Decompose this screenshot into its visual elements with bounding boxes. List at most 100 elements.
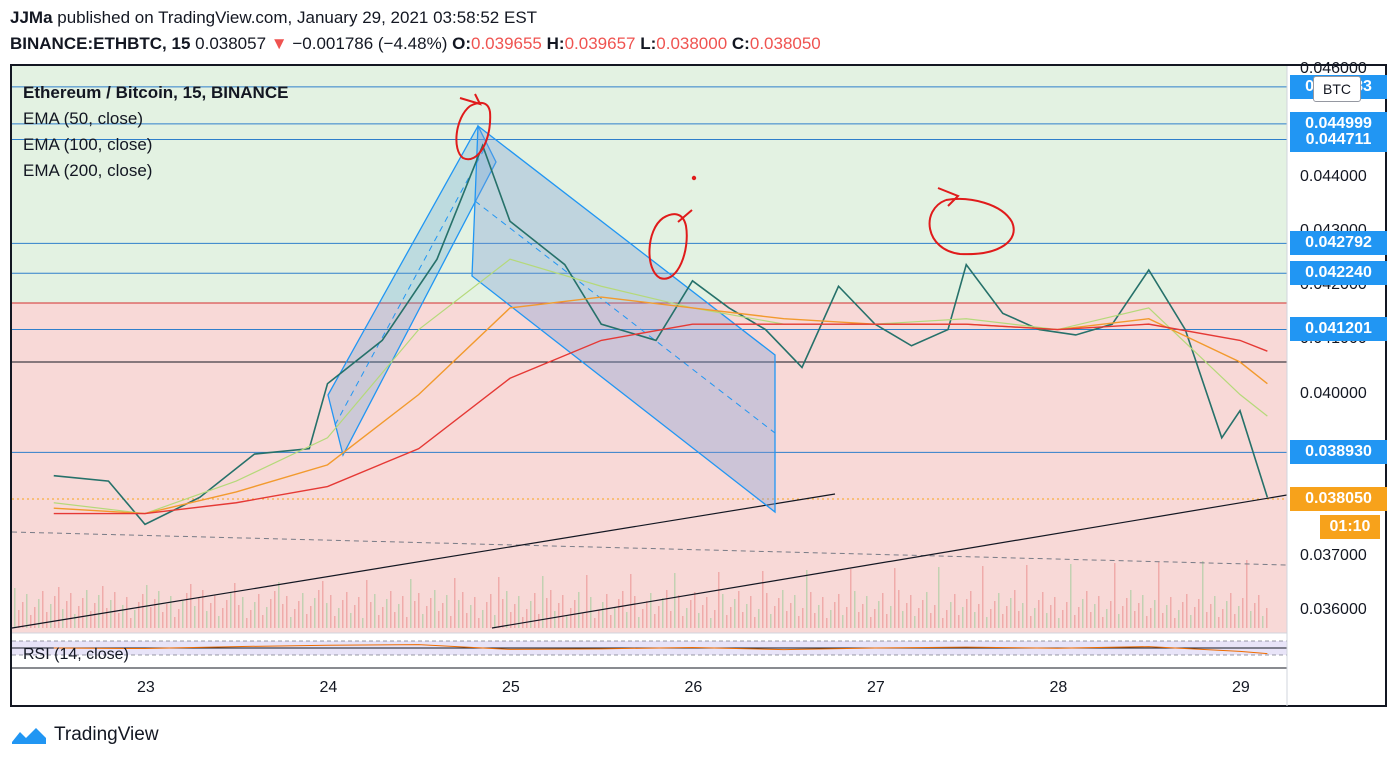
volume-bar bbox=[1122, 606, 1124, 628]
volume-bar bbox=[1046, 613, 1048, 628]
volume-bar bbox=[382, 607, 384, 628]
currency-button[interactable]: BTC bbox=[1313, 76, 1361, 102]
volume-bar bbox=[1090, 612, 1092, 628]
open-label: O: bbox=[452, 34, 471, 53]
volume-bar bbox=[954, 594, 956, 628]
low-label: L: bbox=[640, 34, 657, 53]
level-tag-2: 0.044711 bbox=[1290, 127, 1387, 152]
volume-bar bbox=[538, 614, 540, 628]
volume-bar bbox=[1022, 603, 1024, 628]
volume-bar bbox=[378, 615, 380, 628]
volume-bar bbox=[1130, 590, 1132, 628]
legend-ema50[interactable]: EMA (50, close) bbox=[23, 109, 143, 128]
chart-frame[interactable] bbox=[10, 64, 1387, 707]
close-value: 0.038050 bbox=[749, 34, 821, 53]
volume-bar bbox=[526, 609, 528, 628]
volume-bar bbox=[862, 604, 864, 628]
volume-bar bbox=[1086, 591, 1088, 628]
volume-bar bbox=[322, 581, 324, 628]
legend-ema100[interactable]: EMA (100, close) bbox=[23, 135, 153, 154]
volume-bar bbox=[202, 590, 204, 628]
volume-bar bbox=[162, 612, 164, 628]
volume-bar bbox=[114, 592, 116, 628]
volume-bar bbox=[410, 579, 412, 628]
volume-bar bbox=[930, 613, 932, 628]
volume-bar bbox=[54, 596, 56, 628]
legend-title: Ethereum / Bitcoin, 15, BINANCE bbox=[23, 83, 289, 102]
countdown-tag: 01:10 bbox=[1320, 515, 1380, 539]
volume-bar bbox=[1058, 618, 1060, 628]
volume-bar bbox=[1118, 614, 1120, 628]
volume-bar bbox=[138, 602, 140, 628]
symbol: BINANCE:ETHBTC, 15 bbox=[10, 34, 191, 53]
volume-bar bbox=[1142, 595, 1144, 628]
volume-bar bbox=[934, 605, 936, 628]
volume-bar bbox=[938, 567, 940, 628]
volume-bar bbox=[506, 591, 508, 628]
volume-bar bbox=[962, 607, 964, 628]
volume-bar bbox=[746, 604, 748, 628]
volume-bar bbox=[1106, 609, 1108, 628]
volume-bar bbox=[394, 612, 396, 628]
volume-bar bbox=[618, 599, 620, 628]
volume-bar bbox=[94, 603, 96, 628]
volume-bar bbox=[710, 618, 712, 628]
volume-bar bbox=[302, 593, 304, 628]
volume-bar bbox=[814, 613, 816, 628]
volume-bar bbox=[1134, 611, 1136, 628]
volume-bar bbox=[1138, 603, 1140, 628]
volume-bar bbox=[726, 615, 728, 628]
volume-bar bbox=[282, 604, 284, 628]
volume-bar bbox=[218, 616, 220, 628]
volume-bar bbox=[1162, 613, 1164, 628]
footer-brand: TradingView bbox=[54, 724, 159, 745]
volume-bar bbox=[1246, 560, 1248, 628]
bearish-zone bbox=[12, 303, 1287, 639]
trend-line-upper bbox=[491, 494, 1287, 629]
volume-bar bbox=[390, 591, 392, 628]
rising-channel bbox=[327, 124, 497, 457]
volume-bar bbox=[882, 593, 884, 628]
volume-bar bbox=[906, 603, 908, 628]
publish-line: JJMa published on TradingView.com, Janua… bbox=[10, 8, 537, 28]
x-tick-25: 25 bbox=[502, 679, 520, 696]
volume-bar bbox=[998, 593, 1000, 628]
volume-bar bbox=[910, 595, 912, 628]
volume-bar bbox=[790, 603, 792, 628]
volume-bar bbox=[598, 610, 600, 628]
x-tick-24: 24 bbox=[319, 679, 338, 696]
legend-ema200[interactable]: EMA (200, close) bbox=[23, 161, 153, 180]
volume-bar bbox=[1066, 602, 1068, 628]
annotation-dot bbox=[691, 175, 697, 181]
volume-bar bbox=[42, 591, 44, 628]
volume-bar bbox=[794, 595, 796, 628]
volume-bar bbox=[254, 602, 256, 628]
volume-bar bbox=[82, 598, 84, 628]
volume-bar bbox=[1178, 610, 1180, 628]
x-tick-27: 27 bbox=[867, 679, 885, 696]
volume-bar bbox=[654, 614, 656, 628]
volume-bar bbox=[670, 611, 672, 628]
volume-bar bbox=[122, 605, 124, 628]
volume-bar bbox=[182, 601, 184, 628]
close-label: C: bbox=[731, 34, 750, 53]
volume-bar bbox=[834, 602, 836, 628]
footer[interactable]: TradingView bbox=[10, 724, 159, 746]
volume-bar bbox=[174, 617, 176, 628]
volume-bar bbox=[690, 600, 692, 628]
volume-bar bbox=[190, 584, 192, 628]
volume-bar bbox=[870, 617, 872, 628]
volume-bar bbox=[214, 595, 216, 628]
x-tick-28: 28 bbox=[1049, 679, 1068, 696]
volume-bar bbox=[810, 592, 812, 628]
volume-bar bbox=[986, 617, 988, 628]
volume-bar bbox=[754, 617, 756, 628]
volume-bar bbox=[334, 616, 336, 628]
volume-bar bbox=[134, 610, 136, 628]
volume-bar bbox=[1030, 616, 1032, 628]
legend-rsi[interactable]: RSI (14, close) bbox=[23, 646, 129, 663]
volume-bar bbox=[802, 608, 804, 628]
volume-bar bbox=[1026, 565, 1028, 628]
volume-bar bbox=[238, 605, 240, 628]
